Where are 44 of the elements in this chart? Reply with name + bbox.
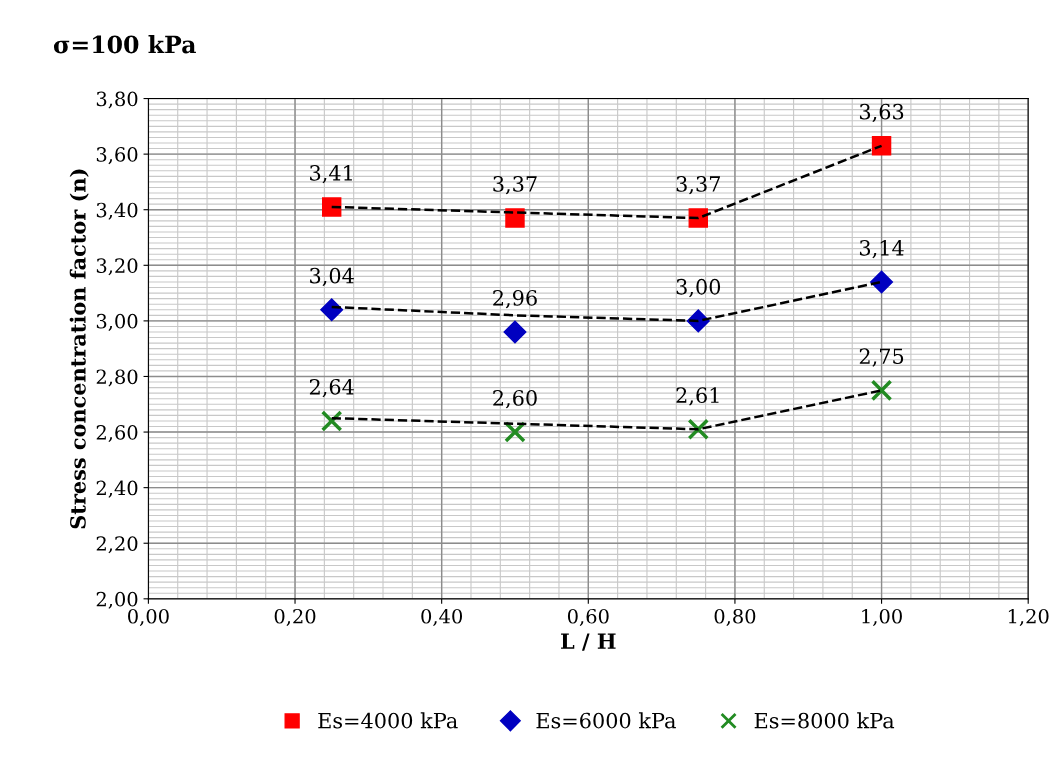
legend-label: Es=4000 kPa bbox=[318, 712, 458, 729]
data-label: 3,37 bbox=[493, 176, 537, 195]
x-axis-title: L / H bbox=[561, 633, 616, 651]
x-tick-label: 1,20 bbox=[1008, 608, 1049, 626]
data-label: 3,63 bbox=[859, 103, 904, 123]
point bbox=[320, 410, 343, 432]
data-label: 3,37 bbox=[676, 176, 720, 195]
x-tick-label: 1,00 bbox=[862, 608, 902, 626]
x-tick-label: 0,80 bbox=[714, 608, 756, 626]
x-tick-label: 0,00 bbox=[128, 608, 169, 626]
point bbox=[871, 136, 892, 156]
y-tick-label: 2,60 bbox=[96, 425, 138, 443]
y-tick-label: 2,40 bbox=[96, 480, 138, 498]
data-label: 2,60 bbox=[493, 390, 537, 409]
point bbox=[687, 418, 710, 441]
data-label: 3,04 bbox=[310, 267, 354, 287]
data-label: 2,64 bbox=[309, 378, 354, 398]
point bbox=[688, 208, 708, 228]
y-tick-label: 2,20 bbox=[96, 536, 138, 554]
y-tick-label: 3,20 bbox=[96, 258, 138, 276]
x-tick-label: 0,20 bbox=[274, 608, 316, 626]
data-label: 2,61 bbox=[676, 387, 719, 406]
point bbox=[870, 379, 893, 402]
data-label: 2,75 bbox=[859, 348, 904, 367]
point bbox=[320, 298, 344, 322]
x-tick-label: 0,40 bbox=[421, 608, 463, 626]
data-label: 3,14 bbox=[859, 239, 904, 259]
data-label: 2,96 bbox=[493, 289, 537, 309]
point bbox=[321, 197, 342, 217]
y-axis-title: Stress concentration factor (n) bbox=[69, 169, 89, 529]
y-tick-label: 3,60 bbox=[96, 147, 138, 165]
y-tick-label: 3,80 bbox=[96, 91, 138, 109]
data-label: 3,00 bbox=[676, 278, 721, 298]
y-tick-label: 3,40 bbox=[96, 202, 138, 220]
y-tick-label: 3,00 bbox=[96, 313, 138, 331]
y-tick-label: 2,00 bbox=[96, 591, 138, 609]
chart-title: σ=100 kPa bbox=[53, 35, 196, 54]
x-tick-label: 0,60 bbox=[567, 608, 609, 626]
point bbox=[870, 270, 894, 294]
legend-label: Es=6000 kPa bbox=[536, 712, 676, 729]
y-tick-label: 2,80 bbox=[96, 369, 138, 387]
legend-label: Es=8000 kPa bbox=[754, 712, 895, 729]
point bbox=[503, 320, 527, 344]
data-label: 3,41 bbox=[310, 164, 352, 184]
